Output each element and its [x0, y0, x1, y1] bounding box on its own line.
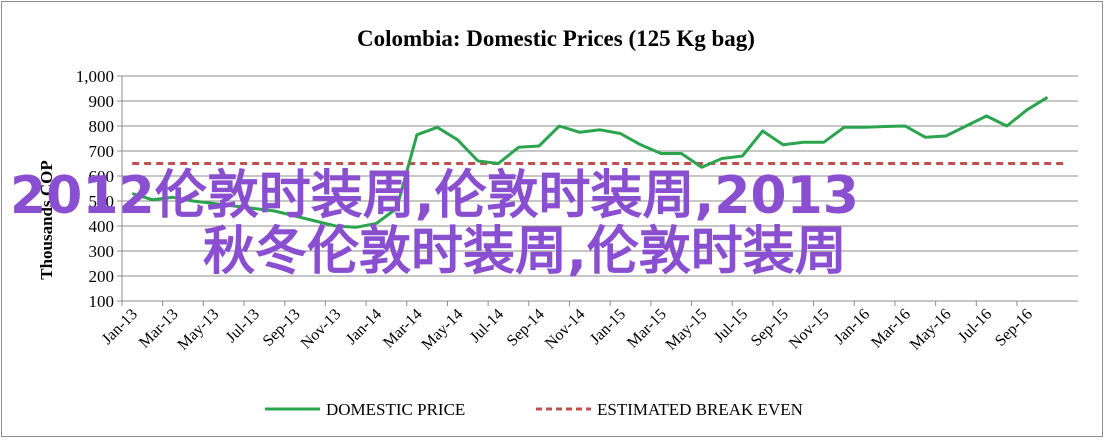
series-layer — [131, 96, 1068, 229]
y-tick-label: 200 — [89, 267, 115, 286]
y-tick-label: 300 — [89, 242, 115, 261]
x-tick-label: May-16 — [907, 306, 955, 354]
axes: 1,000900800700600500400300200100Jan-13Ma… — [76, 67, 1078, 354]
legend-label-break-even: ESTIMATED BREAK EVEN — [597, 400, 803, 419]
x-tick-label: Jan-15 — [587, 306, 629, 348]
x-tick-label: Mar-16 — [868, 306, 914, 352]
chart-title: Colombia: Domestic Prices (125 Kg bag) — [357, 26, 755, 51]
legend: DOMESTIC PRICE ESTIMATED BREAK EVEN — [265, 400, 803, 419]
x-tick-label: Jan-13 — [99, 306, 141, 348]
x-tick-label: Jul-13 — [223, 306, 263, 346]
y-tick-label: 900 — [89, 92, 115, 111]
x-tick-label: Nov-14 — [542, 306, 589, 353]
y-tick-label: 1,000 — [76, 67, 114, 86]
x-tick-label: May-15 — [663, 306, 711, 354]
legend-label-domestic-price: DOMESTIC PRICE — [326, 400, 465, 419]
gridlines — [122, 75, 1078, 302]
x-tick-label: Jul-14 — [467, 306, 507, 346]
y-tick-label: 700 — [89, 142, 115, 161]
y-axis-label: Thousands COP — [37, 160, 56, 280]
x-tick-label: Sep-14 — [504, 306, 548, 350]
x-tick-label: Nov-15 — [786, 306, 833, 353]
y-tick-label: 100 — [89, 292, 115, 311]
x-tick-label: Jul-15 — [711, 306, 751, 346]
x-tick-label: May-13 — [175, 306, 223, 354]
x-tick-label: Sep-15 — [748, 306, 792, 350]
x-tick-label: Jan-16 — [831, 306, 873, 348]
x-tick-label: Nov-13 — [298, 306, 345, 353]
x-tick-label: Mar-15 — [624, 306, 670, 352]
y-tick-label: 400 — [89, 217, 115, 236]
series-line-domestic-price — [131, 96, 1049, 229]
x-tick-label: May-14 — [419, 306, 467, 354]
x-tick-label: Jul-16 — [955, 306, 995, 346]
x-tick-label: Mar-13 — [136, 306, 182, 352]
x-tick-label: Jan-14 — [343, 306, 385, 348]
y-tick-label: 800 — [89, 117, 115, 136]
y-tick-label: 500 — [89, 192, 115, 211]
x-tick-label: Sep-16 — [992, 306, 1036, 350]
y-tick-label: 600 — [89, 167, 115, 186]
x-tick-label: Mar-14 — [380, 306, 426, 352]
x-tick-label: Sep-13 — [260, 306, 304, 350]
